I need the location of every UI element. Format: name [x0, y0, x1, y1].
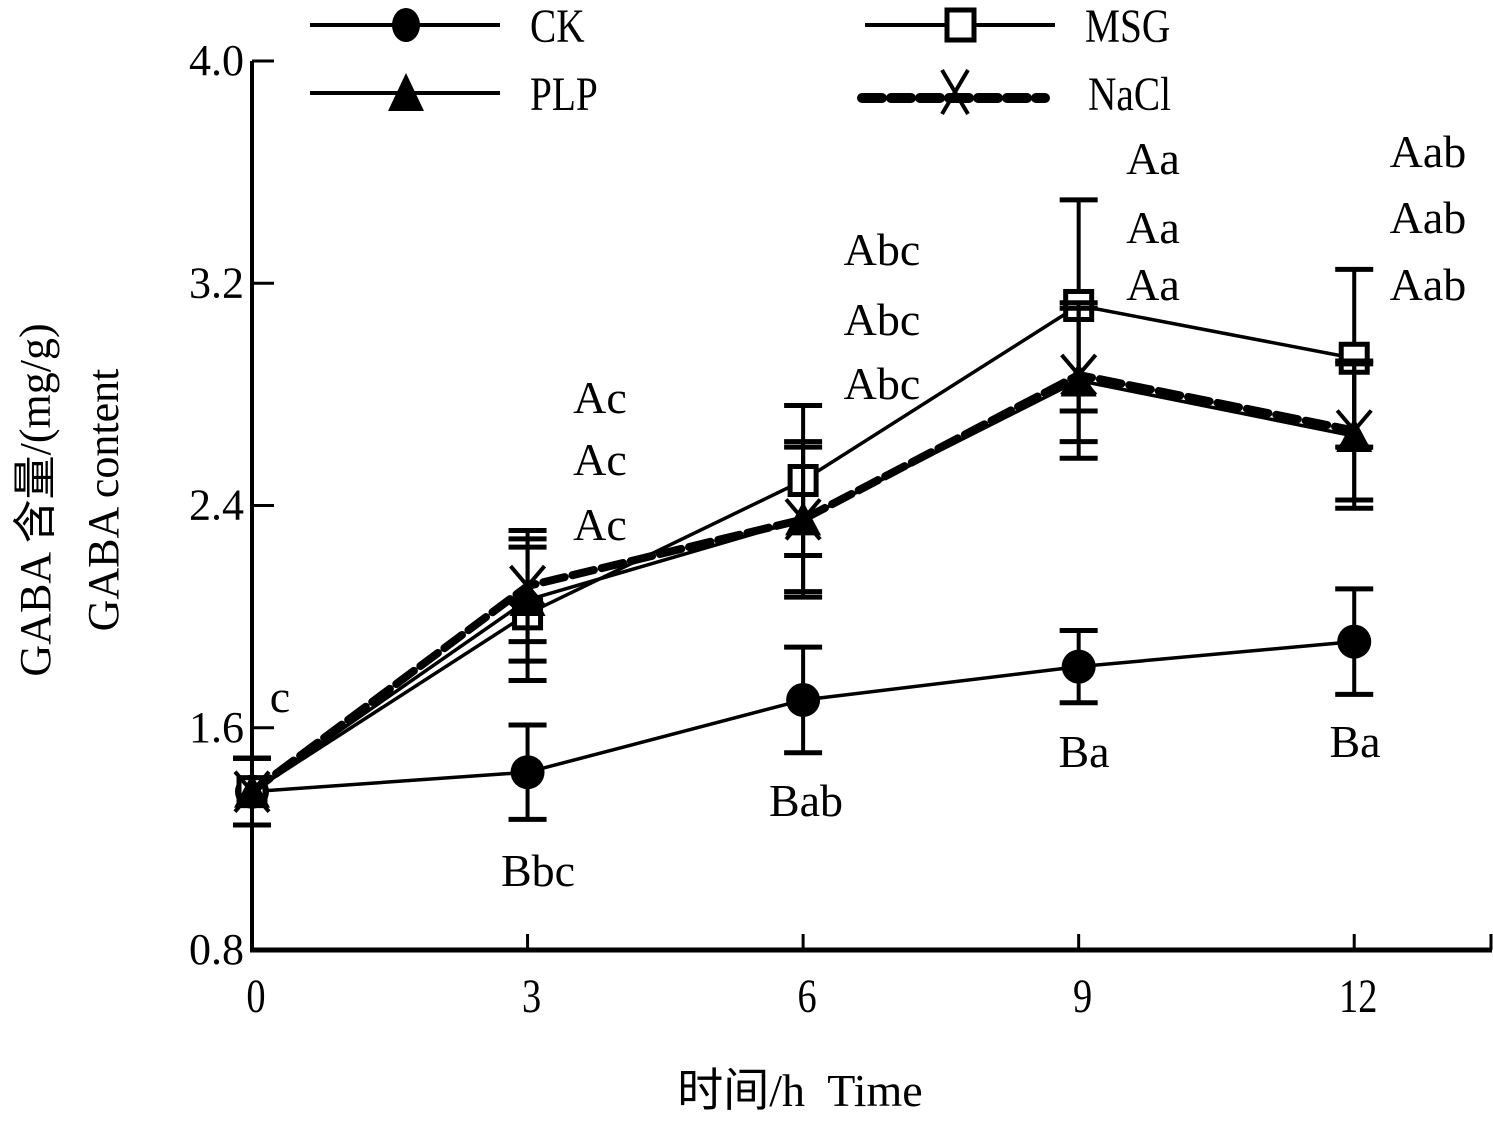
annotation-lower-label: Bbc: [501, 845, 575, 896]
annotation-upper-label: Aa: [1126, 259, 1180, 310]
y-tick-label: 1.6: [189, 703, 244, 752]
annotation-upper-label: Abc: [844, 358, 921, 409]
legend-marker-plp-triangle-icon: [388, 73, 424, 111]
y-tick-label: 4.0: [189, 36, 244, 85]
annotation-upper-label: Aa: [1126, 133, 1180, 184]
legend-label-nacl: NaCl: [1088, 68, 1171, 120]
y-axis-title-line2: GABA content: [79, 369, 128, 632]
data-point-x: [1060, 353, 1098, 397]
x-tick-label: 9: [1073, 970, 1092, 1023]
annotation-upper-label: Aab: [1390, 259, 1467, 310]
legend-marker-nacl-x-icon: [940, 68, 970, 116]
data-point-x: [509, 564, 547, 608]
data-point-x-stroke: [784, 498, 822, 541]
x-tick-label: 0: [246, 970, 265, 1023]
legend-marker-msg-square-icon: [944, 7, 977, 43]
y-tick-label: 3.2: [189, 258, 244, 307]
legend-item-plp: PLP: [310, 68, 598, 121]
y-axis-title-line1: GABA 含量/(mg/g): [11, 323, 60, 676]
series-layer: [233, 197, 1374, 828]
annotation-upper-label: Ac: [573, 434, 627, 485]
annotation-lower-label: Ba: [1329, 716, 1380, 767]
annotation-upper-label: Ac: [573, 499, 627, 550]
legend-label-msg: MSG: [1085, 0, 1170, 52]
axes: 0.8 1.6 2.4 3.2 4.0 0 3 6 9 12: [189, 36, 1493, 1023]
data-point-x-stroke: [509, 564, 547, 608]
data-point-x-stroke: [233, 770, 271, 813]
series-nacl: [233, 305, 1374, 828]
annotation-upper-label: Aab: [1390, 192, 1467, 243]
legend-item-ck: CK: [310, 0, 585, 53]
data-point-circle: [1337, 624, 1372, 659]
annotation-upper-label: Aab: [1390, 126, 1467, 177]
y-tick-label: 2.4: [189, 481, 244, 530]
annotation-upper-label: Ac: [573, 372, 627, 423]
data-point-x-stroke: [1335, 409, 1373, 452]
legend-item-nacl: NaCl: [857, 68, 1171, 121]
y-tick-label: 0.8: [189, 925, 244, 974]
annotation-lower-label: Ba: [1058, 726, 1109, 777]
data-point-x-stroke: [1060, 353, 1098, 397]
labels-layer: c Ac Ac Ac Abc Abc Abc Aa Aa Aa Aab Aab Aab Bbc Bab Ba B…: [270, 126, 1467, 896]
x-tick-label: 12: [1339, 970, 1377, 1023]
legend-label-ck: CK: [530, 0, 585, 52]
legend-item-msg: MSG: [865, 0, 1170, 53]
annotation-upper-label: Abc: [844, 294, 921, 345]
data-point-circle: [786, 682, 821, 717]
annotation-upper-label: Aa: [1126, 202, 1180, 253]
data-point-x: [784, 498, 822, 541]
legend-marker-ck-circle-icon: [392, 8, 420, 42]
annotation-upper-label: Abc: [844, 224, 921, 275]
x-axis-title: 时间/h Time: [677, 1065, 922, 1116]
x-tick-label: 3: [522, 970, 541, 1023]
data-point-circle: [510, 755, 545, 790]
x-tick-label: 6: [798, 970, 817, 1023]
legend: CK PLP MSG NaCl: [310, 0, 1171, 121]
annotation-lower-label: Bab: [769, 775, 843, 826]
data-point-x: [233, 770, 271, 813]
annotation-t0-label: c: [270, 671, 290, 722]
data-point-x: [1335, 409, 1373, 452]
data-point-circle: [1061, 649, 1096, 684]
legend-label-plp: PLP: [530, 68, 598, 120]
